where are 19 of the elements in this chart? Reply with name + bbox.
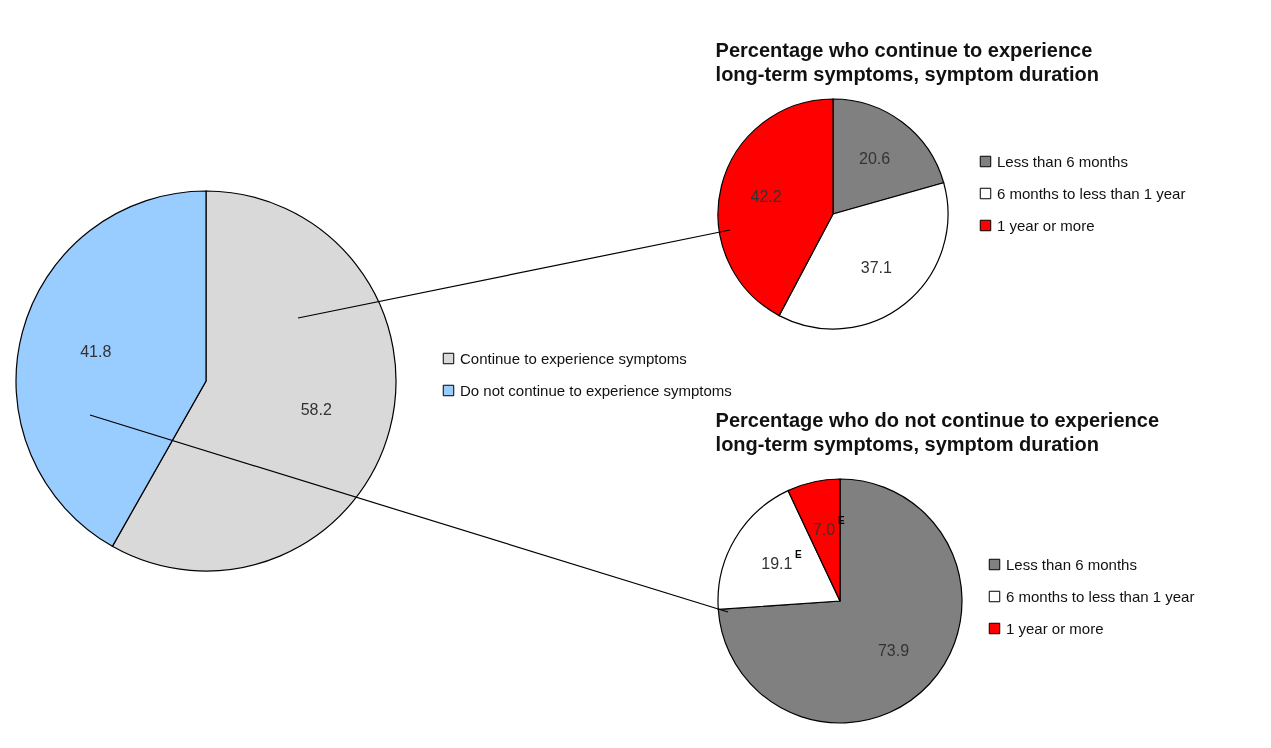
text: 19.1 — [761, 554, 793, 572]
data-label: 7.0 E — [795, 520, 836, 560]
data-label: 42.2 — [750, 188, 782, 206]
legend-label: Less than 6 months — [1006, 555, 1137, 573]
legend-label: 1 year or more — [997, 216, 1095, 234]
legend-label: 1 year or more — [1006, 619, 1104, 637]
data-label: 73.9 — [877, 641, 910, 659]
legend-label: Do not continue to experience symptoms — [460, 381, 732, 399]
data-label: 58.2 — [300, 401, 332, 419]
data-label: 20.6 — [859, 149, 891, 167]
data-label: 37.1 — [860, 258, 893, 276]
chart-title: Percentage who do not continue to experience long-term symptoms, symptom duration — [715, 408, 1160, 455]
pie-slice — [717, 478, 963, 724]
chart-title: Percentage who continue to experience long-term symptoms, symptom duration — [715, 38, 1099, 85]
legend-label: Continue to experience symptoms — [460, 349, 687, 367]
data-label: 41.8 — [80, 342, 112, 360]
legend-label: Less than 6 months — [997, 152, 1128, 170]
legend-label: 6 months to less than 1 year — [1006, 587, 1195, 605]
legend-label: 6 months to less than 1 year — [997, 184, 1186, 202]
